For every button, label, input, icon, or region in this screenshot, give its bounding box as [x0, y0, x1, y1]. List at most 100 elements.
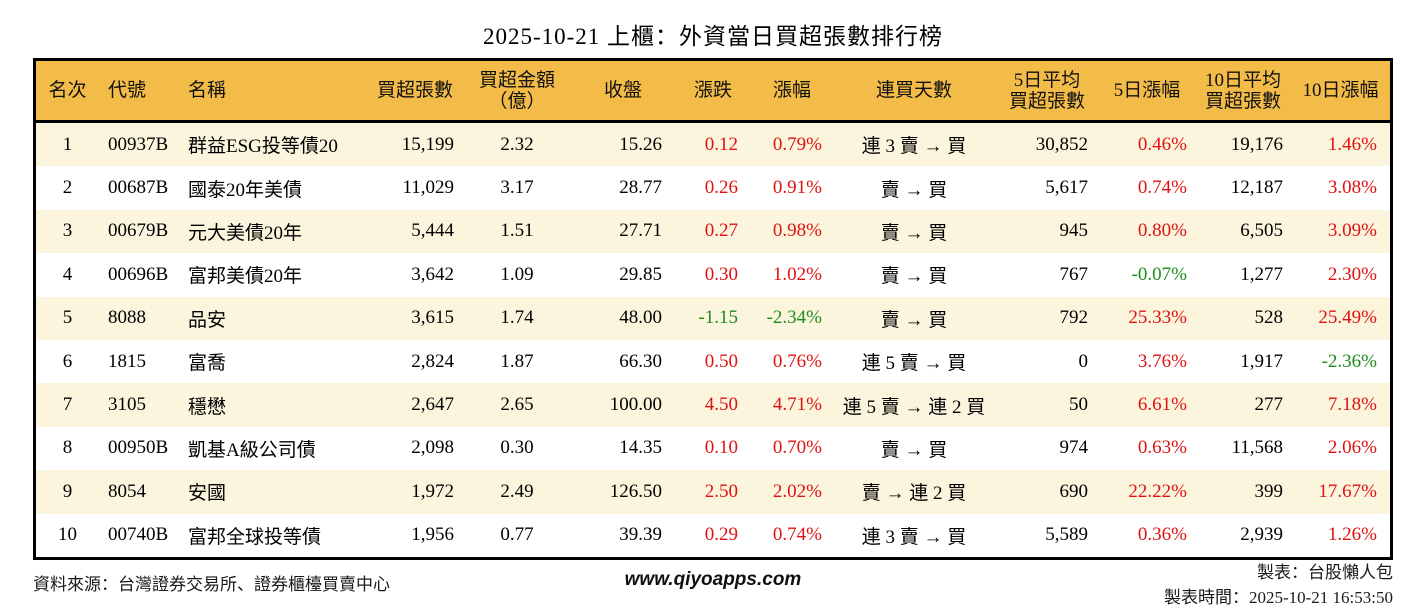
cell-rank: 9 — [62, 480, 73, 502]
cell-streak: 連 3 賣 → 買 — [861, 526, 967, 548]
col-header-avg10: 10日平均 買超張數 — [1204, 69, 1281, 112]
cell-streak: 賣 → 連 2 買 — [861, 483, 967, 505]
cell-avg10: 12,187 — [1230, 177, 1283, 199]
cell-name: 穩懋 — [188, 396, 227, 418]
cell-pct10: 1.46% — [1327, 133, 1377, 155]
cell-change: -1.15 — [698, 307, 738, 329]
col-header-change: 漲跌 — [693, 80, 732, 101]
cell-pct10: 1.26% — [1327, 524, 1377, 546]
col-header-streak: 連買天數 — [875, 80, 952, 101]
cell-pct10: 2.06% — [1327, 437, 1377, 459]
cell-code: 00937B — [108, 133, 169, 155]
cell-change-pct: 4.71% — [772, 394, 822, 416]
cell-name: 富邦全球投等債 — [188, 526, 322, 548]
cell-amount: 1.74 — [500, 307, 534, 329]
cell-streak: 賣 → 買 — [880, 439, 948, 461]
cell-code: 00696B — [108, 263, 169, 285]
cell-change-pct: 2.02% — [772, 480, 822, 502]
cell-close: 14.35 — [619, 437, 662, 459]
cell-change-pct: -2.34% — [766, 307, 822, 329]
cell-close: 48.00 — [619, 307, 662, 329]
cell-pct5: 0.80% — [1137, 220, 1187, 242]
col-header-avg5: 5日平均 買超張數 — [1008, 69, 1085, 112]
table-body: 1 00937B 群益ESG投等債20 15,199 2.32 15.26 0.… — [36, 123, 1390, 557]
table-row: 8 00950B 凱基A級公司債 2,098 0.30 14.35 0.10 0… — [36, 426, 1390, 471]
cell-avg10: 6,505 — [1240, 220, 1283, 242]
cell-change-pct: 0.98% — [772, 220, 822, 242]
col-header-net-buy: 買超張數 — [376, 80, 453, 101]
cell-streak: 賣 → 買 — [880, 179, 948, 201]
cell-change-pct: 0.79% — [772, 133, 822, 155]
cell-avg10: 1,917 — [1240, 350, 1283, 372]
cell-close: 126.50 — [609, 480, 662, 502]
cell-net-buy: 15,199 — [401, 133, 454, 155]
col-header-pct10: 10日漲幅 — [1302, 80, 1379, 101]
cell-close: 100.00 — [609, 394, 662, 416]
cell-avg5: 50 — [1069, 394, 1088, 416]
cell-amount: 2.49 — [500, 480, 534, 502]
cell-pct10: -2.36% — [1321, 350, 1377, 372]
footer-website: www.qiyoapps.com — [624, 569, 802, 590]
cell-pct5: 25.33% — [1128, 307, 1187, 329]
cell-amount: 1.09 — [500, 263, 534, 285]
col-header-close: 收盤 — [603, 80, 642, 101]
cell-pct10: 2.30% — [1327, 263, 1377, 285]
cell-code: 00740B — [108, 524, 169, 546]
cell-amount: 1.51 — [500, 220, 534, 242]
cell-rank: 2 — [62, 177, 73, 199]
cell-avg5: 5,589 — [1045, 524, 1088, 546]
cell-change: 0.10 — [704, 437, 738, 459]
cell-name: 品安 — [188, 309, 227, 331]
col-header-code: 代號 — [108, 80, 147, 101]
page-title: 2025-10-21 上櫃：外資當日買超張數排行榜 — [482, 24, 944, 49]
cell-net-buy: 2,824 — [411, 350, 454, 372]
table-row: 6 1815 富喬 2,824 1.87 66.30 0.50 0.76% 連 … — [36, 339, 1390, 384]
cell-avg10: 1,277 — [1240, 263, 1283, 285]
cell-streak: 賣 → 買 — [880, 309, 948, 331]
cell-avg5: 690 — [1059, 480, 1089, 502]
table-row: 10 00740B 富邦全球投等債 1,956 0.77 39.39 0.29 … — [36, 513, 1390, 557]
cell-rank: 5 — [62, 307, 73, 329]
cell-pct10: 17.67% — [1318, 480, 1377, 502]
cell-pct10: 3.09% — [1327, 220, 1377, 242]
cell-change: 4.50 — [704, 394, 738, 416]
cell-net-buy: 3,642 — [411, 263, 454, 285]
cell-code: 00950B — [108, 437, 169, 459]
cell-name: 群益ESG投等債20 — [188, 136, 338, 158]
cell-change: 0.27 — [704, 220, 738, 242]
cell-close: 39.39 — [619, 524, 662, 546]
cell-name: 安國 — [188, 483, 227, 505]
cell-rank: 7 — [62, 394, 73, 416]
cell-code: 8054 — [108, 480, 146, 502]
cell-amount: 0.77 — [500, 524, 534, 546]
cell-rank: 6 — [62, 350, 73, 372]
col-header-rank: 名次 — [48, 80, 87, 101]
cell-pct5: 0.74% — [1137, 177, 1187, 199]
cell-amount: 1.87 — [500, 350, 534, 372]
cell-avg10: 528 — [1254, 307, 1284, 329]
cell-code: 1815 — [108, 350, 146, 372]
cell-avg5: 0 — [1078, 350, 1089, 372]
cell-avg10: 2,939 — [1240, 524, 1283, 546]
cell-rank: 1 — [62, 133, 73, 155]
cell-avg10: 19,176 — [1230, 133, 1283, 155]
cell-code: 8088 — [108, 307, 146, 329]
table-row: 7 3105 穩懋 2,647 2.65 100.00 4.50 4.71% 連… — [36, 383, 1390, 427]
cell-pct10: 7.18% — [1327, 394, 1377, 416]
cell-rank: 8 — [62, 437, 73, 459]
cell-close: 27.71 — [619, 220, 662, 242]
cell-avg10: 399 — [1254, 480, 1284, 502]
table-row: 9 8054 安國 1,972 2.49 126.50 2.50 2.02% 賣… — [36, 470, 1390, 514]
cell-change: 0.29 — [704, 524, 738, 546]
cell-net-buy: 3,615 — [411, 307, 454, 329]
cell-streak: 連 3 賣 → 買 — [861, 136, 967, 158]
cell-streak: 賣 → 買 — [880, 222, 948, 244]
cell-avg10: 277 — [1254, 394, 1284, 416]
cell-pct5: 6.61% — [1137, 394, 1187, 416]
cell-rank: 4 — [62, 263, 73, 285]
cell-net-buy: 5,444 — [411, 220, 454, 242]
cell-pct5: 22.22% — [1128, 480, 1187, 502]
cell-net-buy: 11,029 — [402, 177, 454, 199]
cell-avg5: 974 — [1059, 437, 1089, 459]
cell-pct5: 0.46% — [1137, 133, 1187, 155]
